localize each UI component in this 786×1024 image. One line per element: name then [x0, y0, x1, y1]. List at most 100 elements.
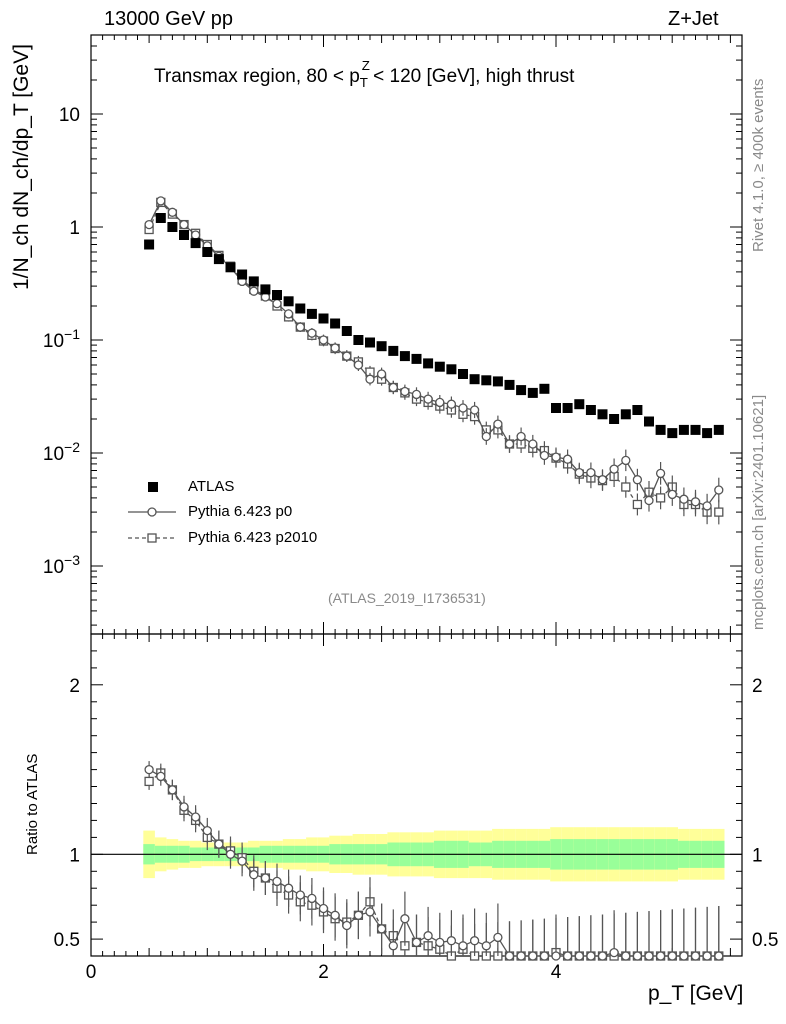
atlas-point: [678, 424, 689, 435]
atlas-point: [388, 345, 399, 356]
p2010-point: [655, 493, 666, 503]
ratio-p0-point: [516, 951, 526, 961]
ratio-p0-point: [156, 771, 166, 782]
ratio-plot-frame: [90, 633, 743, 957]
p0-point: [411, 389, 422, 400]
atlas-point: [376, 341, 387, 352]
main-y-tick-exponent: −2: [64, 439, 80, 455]
ratio-p0-point: [551, 951, 561, 961]
p0-point: [644, 495, 654, 506]
atlas-point: [655, 424, 666, 435]
atlas-point: [516, 385, 527, 396]
p0-point: [469, 405, 480, 415]
p0-point: [353, 360, 364, 370]
p0-point: [156, 196, 166, 206]
atlas-point: [667, 428, 678, 439]
p0-point: [574, 467, 584, 478]
ratio-p0-point: [318, 903, 329, 914]
atlas-point: [341, 326, 352, 336]
plot-title-pre: Transmax region, 80 < p: [154, 66, 360, 87]
p0-point: [516, 431, 526, 442]
atlas-point: [411, 353, 422, 364]
p0-line: [148, 199, 720, 507]
p0-point: [609, 464, 619, 474]
p2010-line: [148, 201, 719, 513]
atlas-point: [713, 424, 724, 435]
atlas-point: [492, 376, 503, 387]
atlas-point: [225, 262, 236, 273]
p0-point: [446, 399, 457, 409]
p0-point: [376, 369, 387, 379]
p0-point: [190, 230, 201, 240]
ratio-p0-point: [225, 849, 236, 859]
atlas-point: [144, 239, 155, 250]
ratio-p0-point: [714, 951, 724, 961]
ratio-p0-point: [655, 951, 666, 961]
ratio-y-tick-label-right: 1: [752, 845, 763, 866]
ratio-p0-point: [214, 839, 224, 849]
p0-point: [318, 335, 329, 345]
atlas-point: [213, 254, 224, 265]
p0-point: [493, 419, 503, 429]
atlas-point: [330, 318, 341, 329]
rivet-version-text: Rivet 4.1.0, ≥ 400k events: [750, 78, 767, 252]
ratio-p0-point: [237, 856, 247, 866]
p0-point: [679, 494, 689, 504]
main-y-tick-label: 10−1: [43, 326, 80, 352]
p0-point: [365, 374, 375, 384]
ratio-p0-point: [342, 920, 352, 931]
atlas-point: [283, 296, 294, 307]
atlas-point: [155, 213, 166, 223]
p0-point: [458, 403, 468, 413]
atlas-point: [399, 351, 410, 362]
x-tick-label: 4: [551, 962, 562, 983]
ratio-p0-point: [330, 910, 340, 920]
ratio-p0-point: [202, 825, 212, 836]
ratio-p0-point: [458, 941, 468, 951]
p0-point: [167, 207, 178, 217]
legend-p2010-marker: [147, 533, 157, 543]
p0-point: [144, 219, 154, 230]
plot-title-post: < 120 [GeV], high thrust: [367, 66, 575, 87]
p0-point: [272, 298, 282, 309]
ratio-p0-point: [295, 890, 305, 900]
atlas-point: [469, 374, 480, 385]
p0-point: [342, 351, 352, 361]
ratio-p0-point: [435, 937, 445, 948]
ratio-p2010-point: [144, 776, 154, 787]
atlas-point: [690, 424, 701, 435]
x-tick-label: 0: [86, 962, 97, 983]
legend-p0-marker: [147, 507, 157, 517]
p0-point: [714, 485, 724, 495]
main-y-tick-label: 10−3: [43, 552, 80, 578]
legend-p0-label: Pythia 6.423 p0: [188, 503, 293, 520]
atlas-point: [167, 222, 178, 232]
ratio-p0-point: [609, 947, 619, 958]
ratio-y-tick-label-left: 1: [69, 845, 80, 866]
legend-atlas-label: ATLAS: [188, 478, 235, 495]
ratio-p0-point: [574, 951, 584, 961]
main-y-tick-label: 10: [59, 105, 80, 126]
atlas-point: [295, 303, 306, 314]
main-y-axis-label: 1/N_ch dN_ch/dp_T [GeV]: [10, 44, 33, 290]
atlas-point: [179, 230, 189, 240]
ratio-p0-point: [679, 951, 689, 961]
plot-title-sup: Z: [361, 58, 370, 73]
atlas-point: [365, 337, 375, 348]
p0-point: [621, 455, 631, 466]
p0-point: [295, 322, 305, 332]
atlas-point: [353, 335, 364, 345]
ratio-p0-point: [528, 951, 538, 961]
p0-point: [179, 219, 189, 230]
p0-point: [632, 475, 643, 485]
p0-point: [562, 454, 573, 464]
atlas-point: [434, 361, 445, 372]
p0-point: [690, 497, 701, 507]
ratio-p0-point: [493, 932, 503, 943]
ratio-p0-point: [283, 883, 294, 893]
x-tick-label: 2: [318, 962, 329, 983]
p0-point: [551, 452, 561, 462]
atlas-point: [632, 405, 643, 415]
ratio-p0-point: [400, 914, 410, 924]
